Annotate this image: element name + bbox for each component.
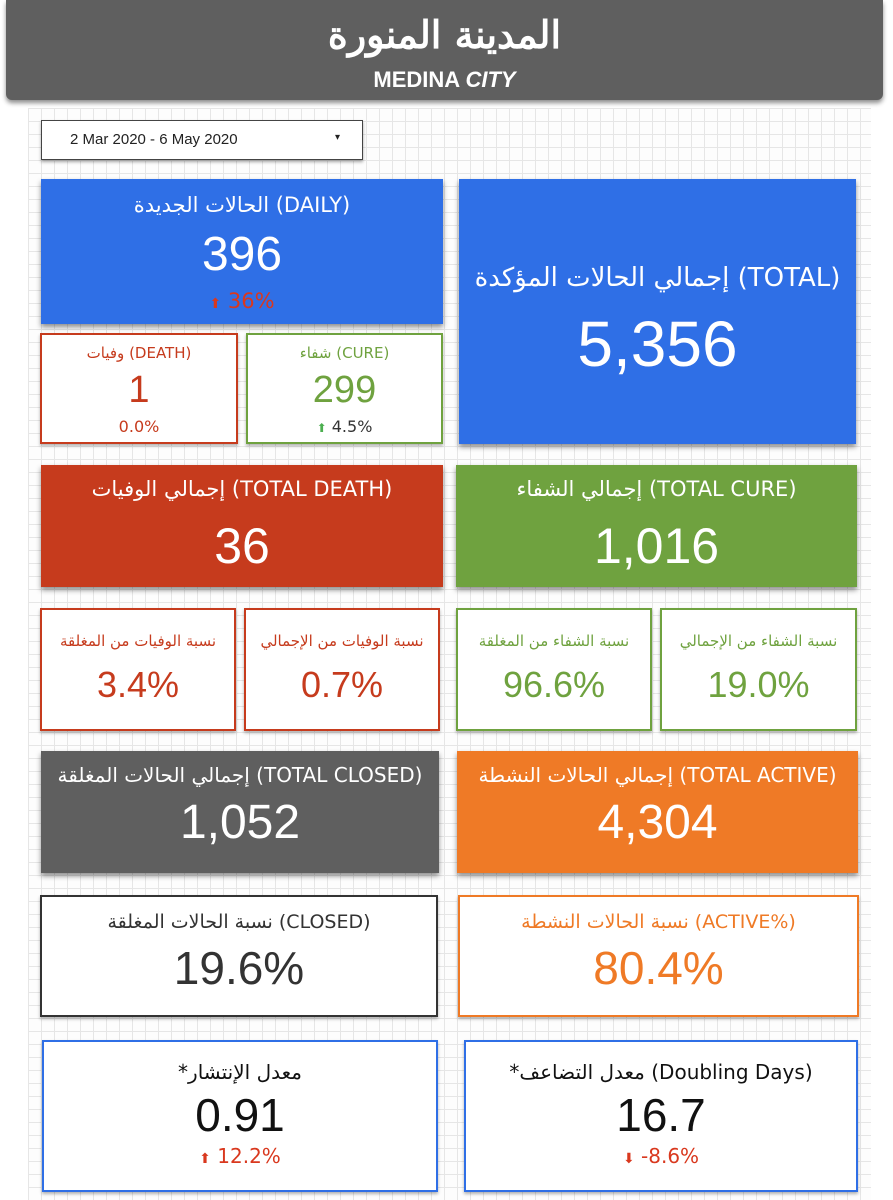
card-value: 3.4% bbox=[96, 664, 180, 705]
daily-cure-card: شفاء (CURE) 299 ⬆ 4.5% bbox=[246, 333, 443, 444]
page-header: المدينة المنورة MEDINA CITY bbox=[6, 0, 883, 100]
card-title: إجمالي الوفيات (TOTAL DEATH) bbox=[91, 477, 393, 501]
card-value: 80.4% bbox=[593, 942, 724, 994]
card-title: إجمالي الحالات النشطة (TOTAL ACTIVE) bbox=[478, 763, 837, 787]
cure-closed-ratio-card: نسبة الشفاء من المغلقة 96.6% bbox=[456, 608, 652, 731]
card-title: شفاء (CURE) bbox=[299, 344, 390, 362]
card-title: وفيات (DEATH) bbox=[86, 344, 192, 362]
date-range-value: 2 Mar 2020 - 6 May 2020 bbox=[70, 131, 238, 148]
city-title-english: MEDINA CITY bbox=[373, 67, 516, 92]
card-value: 0.7% bbox=[300, 664, 384, 705]
cure-total-ratio-card: نسبة الشفاء من الإجمالي 19.0% bbox=[660, 608, 857, 731]
card-value: 36 bbox=[214, 518, 270, 574]
card-value: 1 bbox=[128, 369, 150, 411]
card-value: 396 bbox=[201, 228, 283, 281]
card-title: نسبة الوفيات من المغلقة bbox=[60, 632, 216, 650]
arrow-up-icon: ⬆ bbox=[316, 421, 327, 435]
card-title: نسبة الوفيات من الإجمالي bbox=[260, 632, 424, 650]
card-change: 0.0% bbox=[118, 417, 160, 436]
card-value: 96.6% bbox=[502, 664, 606, 705]
active-ratio-card: نسبة الحالات النشطة (ACTIVE%) 80.4% bbox=[458, 895, 859, 1017]
card-title: نسبة الشفاء من الإجمالي bbox=[679, 632, 838, 650]
chevron-down-icon[interactable]: ▾ bbox=[334, 132, 340, 143]
arrow-up-icon: ⬆ bbox=[209, 296, 222, 312]
date-range-selector[interactable]: 2 Mar 2020 - 6 May 2020 ▾ bbox=[41, 120, 363, 160]
card-title: نسبة الحالات النشطة (ACTIVE%) bbox=[521, 911, 796, 933]
card-title: إجمالي الحالات المؤكدة (TOTAL) bbox=[474, 263, 841, 293]
new-cases-card: الحالات الجديدة (DAILY) 396 ⬆ 36% bbox=[41, 179, 443, 324]
daily-death-card: وفيات (DEATH) 1 0.0% bbox=[40, 333, 238, 444]
closed-ratio-card: نسبة الحالات المغلقة (CLOSED) 19.6% bbox=[40, 895, 438, 1017]
total-confirmed-card: إجمالي الحالات المؤكدة (TOTAL) 5,356 bbox=[459, 179, 856, 444]
total-active-card: إجمالي الحالات النشطة (TOTAL ACTIVE) 4,3… bbox=[457, 751, 858, 873]
card-value: 19.0% bbox=[707, 664, 810, 705]
card-value: 1,016 bbox=[593, 518, 720, 574]
card-title: إجمالي الحالات المغلقة (TOTAL CLOSED) bbox=[57, 763, 423, 787]
arrow-up-icon: ⬆ bbox=[199, 1151, 211, 1167]
arrow-down-icon: ⬇ bbox=[622, 1151, 635, 1167]
card-change: 12.2% bbox=[217, 1144, 281, 1168]
card-title: إجمالي الشفاء (TOTAL CURE) bbox=[516, 477, 797, 501]
card-change: 4.5% bbox=[331, 417, 373, 436]
card-title: نسبة الشفاء من المغلقة bbox=[478, 632, 630, 650]
card-value: 4,304 bbox=[597, 796, 718, 849]
total-cure-card: إجمالي الشفاء (TOTAL CURE) 1,016 bbox=[456, 465, 857, 587]
spread-rate-card: *معدل الإنتشار 0.91 ⬆ 12.2% bbox=[42, 1040, 438, 1192]
total-closed-card: إجمالي الحالات المغلقة (TOTAL CLOSED) 1,… bbox=[41, 751, 439, 873]
card-title: الحالات الجديدة (DAILY) bbox=[133, 193, 351, 217]
card-value: 0.91 bbox=[195, 1089, 285, 1141]
card-value: 1,052 bbox=[179, 796, 301, 849]
city-title-arabic: المدينة المنورة bbox=[327, 12, 562, 57]
death-total-ratio-card: نسبة الوفيات من الإجمالي 0.7% bbox=[244, 608, 440, 731]
total-death-card: إجمالي الوفيات (TOTAL DEATH) 36 bbox=[41, 465, 443, 587]
card-change: -8.6% bbox=[641, 1144, 700, 1168]
card-title: *معدل التضاعف (Doubling Days) bbox=[509, 1060, 813, 1084]
card-change: 36% bbox=[227, 289, 275, 313]
card-value: 5,356 bbox=[577, 308, 738, 380]
death-closed-ratio-card: نسبة الوفيات من المغلقة 3.4% bbox=[40, 608, 236, 731]
card-title: *معدل الإنتشار bbox=[178, 1060, 302, 1084]
card-value: 299 bbox=[312, 369, 377, 411]
card-title: نسبة الحالات المغلقة (CLOSED) bbox=[107, 911, 371, 933]
doubling-days-card: *معدل التضاعف (Doubling Days) 16.7 ⬇ -8.… bbox=[464, 1040, 858, 1192]
card-value: 19.6% bbox=[173, 942, 305, 994]
card-value: 16.7 bbox=[616, 1089, 706, 1141]
